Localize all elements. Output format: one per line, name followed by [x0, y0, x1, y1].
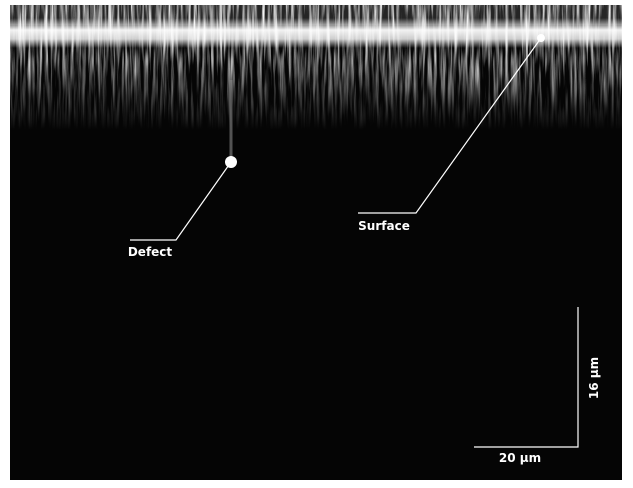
surface-band — [10, 18, 622, 48]
surface-marker — [537, 34, 545, 42]
oct-image: Defect Surface 20 µm 16 µm — [0, 0, 633, 488]
annotation-label: Surface — [358, 219, 410, 233]
scale-label: 16 µm — [587, 357, 601, 399]
scale-label: 20 µm — [499, 451, 541, 465]
annotation-label: Defect — [128, 245, 173, 259]
defect-marker — [225, 156, 237, 168]
